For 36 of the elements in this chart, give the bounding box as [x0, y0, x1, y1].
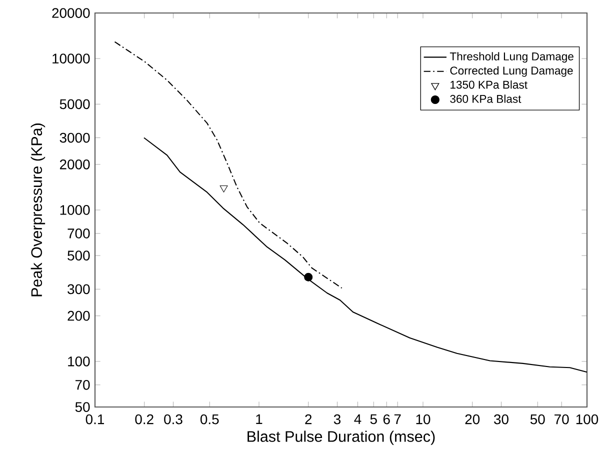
- y-tick-label: 5000: [60, 99, 90, 110]
- x-tick-label: 5: [370, 414, 377, 424]
- y-tick-label: 100: [68, 356, 90, 366]
- legend-label: 360 KPa Blast: [450, 94, 522, 103]
- y-tick-label: 700: [68, 228, 90, 238]
- x-tick-label: 100: [576, 414, 598, 424]
- y-axis-title: Peak Overpressure (KPa): [30, 124, 46, 296]
- y-tick-label: 300: [68, 284, 90, 294]
- x-axis-title: Blast Pulse Duration (msec): [248, 430, 435, 445]
- legend-label: Threshold Lung Damage: [450, 52, 574, 63]
- x-tick-label: 2: [305, 414, 312, 424]
- legend-label: 1350 KPa Blast: [450, 80, 528, 89]
- x-tick-label: 1: [256, 414, 262, 424]
- x-tick-label: 30: [494, 414, 508, 424]
- y-tick-label: 70: [76, 380, 90, 390]
- x-tick-label: 3: [334, 414, 341, 424]
- x-tick-label: 0.5: [200, 414, 219, 424]
- x-tick-label: 6: [383, 414, 390, 424]
- y-tick-label: 200: [68, 310, 90, 321]
- y-tick-label: 1000: [60, 205, 90, 215]
- y-tick-label: 500: [68, 250, 90, 261]
- x-tick-label: 4: [354, 414, 362, 424]
- y-tick-label: 20000: [52, 8, 90, 18]
- x-tick-label: 20: [465, 414, 480, 424]
- y-tick-label: 3000: [60, 132, 90, 143]
- x-tick-label: 7: [394, 414, 401, 424]
- legend-label: Corrected Lung Damage: [450, 66, 573, 77]
- x-tick-label: 0.2: [135, 414, 154, 424]
- x-tick-label: 10: [416, 414, 430, 424]
- y-tick-label: 2000: [60, 159, 90, 170]
- x-tick-label: 70: [554, 414, 569, 424]
- y-tick-label: 10000: [52, 54, 90, 64]
- x-tick-label: 0.3: [164, 414, 182, 424]
- x-tick-label: 50: [530, 414, 545, 424]
- x-tick-label: 0.1: [86, 414, 104, 424]
- y-tick-label: 50: [75, 402, 90, 412]
